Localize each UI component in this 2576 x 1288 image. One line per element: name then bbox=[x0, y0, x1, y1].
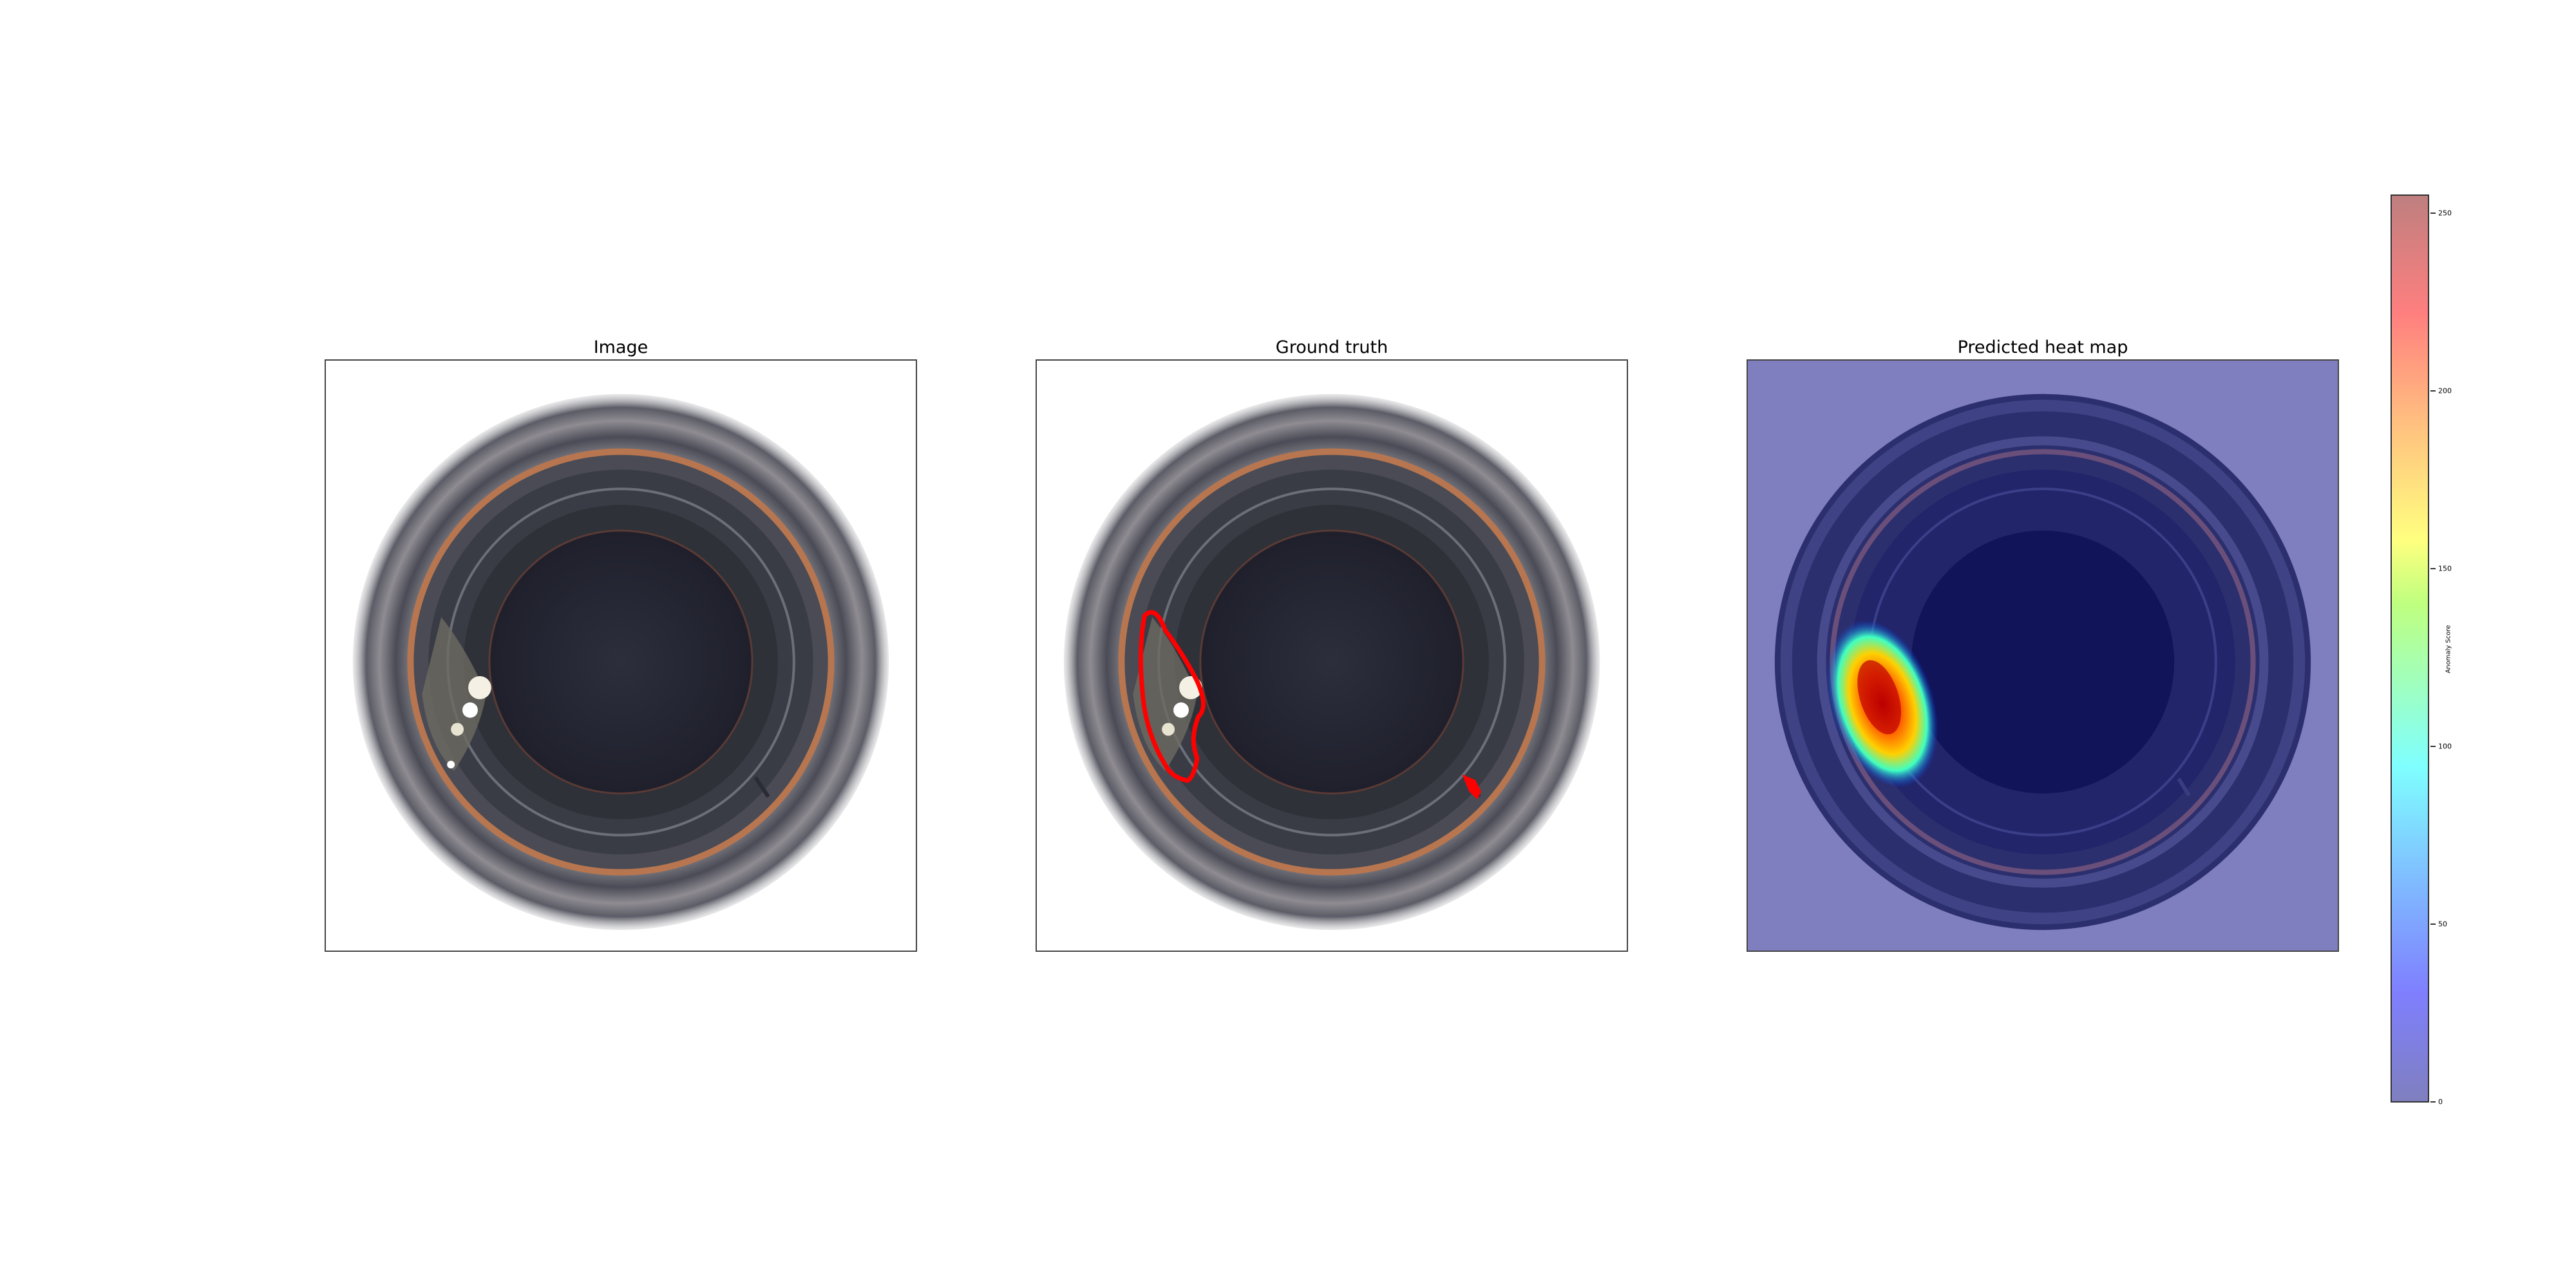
ground-truth-panel bbox=[1036, 359, 1628, 952]
image-panel bbox=[325, 359, 917, 952]
colorbar-tick bbox=[2430, 213, 2436, 214]
colorbar-label: Anomaly Score bbox=[2445, 625, 2452, 674]
colorbar-tick bbox=[2430, 390, 2436, 392]
colorbar-tick-label: 100 bbox=[2438, 742, 2452, 751]
ring-photo-with-mask bbox=[1037, 361, 1627, 951]
title-ground-truth: Ground truth bbox=[1275, 337, 1388, 357]
heat-map-overlay bbox=[1748, 361, 2338, 951]
ring-photo bbox=[326, 361, 916, 951]
colorbar-tick bbox=[2430, 746, 2436, 747]
colorbar-tick-label: 200 bbox=[2438, 386, 2452, 395]
colorbar-tick-label: 50 bbox=[2438, 920, 2447, 929]
ground-truth-small-region bbox=[1462, 774, 1481, 800]
heat-map-panel bbox=[1747, 359, 2339, 952]
title-image: Image bbox=[593, 337, 649, 357]
colorbar-gradient bbox=[2391, 194, 2429, 1103]
colorbar-tick-label: 0 bbox=[2438, 1097, 2443, 1106]
colorbar-tick bbox=[2430, 923, 2436, 925]
colorbar-tick bbox=[2430, 568, 2436, 569]
colorbar: 0 50 100 150 200 250 bbox=[2391, 194, 2452, 1106]
colorbar-tick-label: 150 bbox=[2438, 564, 2452, 573]
ground-truth-outline bbox=[1138, 610, 1206, 783]
colorbar-tick-label: 250 bbox=[2438, 209, 2452, 218]
defect-patch bbox=[422, 617, 486, 772]
title-heat-map: Predicted heat map bbox=[1957, 337, 2128, 357]
colorbar-tick bbox=[2430, 1101, 2436, 1103]
